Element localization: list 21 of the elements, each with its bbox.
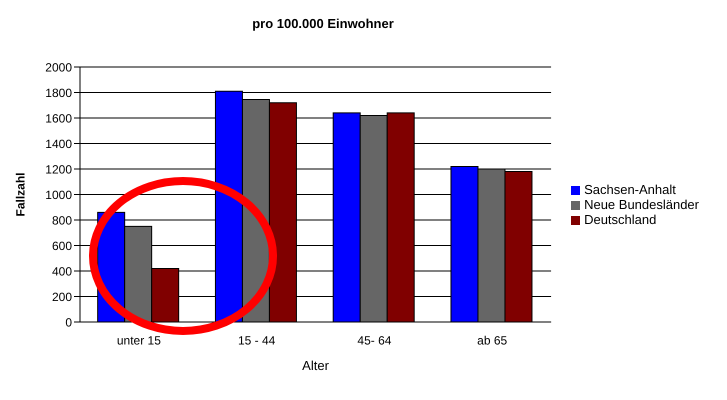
x-tick-label: 45- 64 xyxy=(357,334,392,348)
y-tick-label: 600 xyxy=(52,238,72,253)
x-tick-label: unter 15 xyxy=(116,334,162,348)
legend-label: Sachsen-Anhalt xyxy=(584,182,676,196)
y-tick-label: 2000 xyxy=(45,60,72,74)
legend-label: Neue Bundesländer xyxy=(584,196,699,212)
y-tick-label: 200 xyxy=(52,290,72,304)
y-tick-label: 1000 xyxy=(45,188,72,202)
x-axis-title: Alter xyxy=(302,358,330,373)
y-tick-label: 0 xyxy=(65,315,72,330)
y-tick-label: 1800 xyxy=(45,86,72,100)
x-tick-label: 15 - 44 xyxy=(238,334,276,348)
y-tick-label: 1200 xyxy=(45,162,72,176)
y-axis-title: Fallzahl xyxy=(13,172,28,217)
chart-title: pro 100.000 Einwohner xyxy=(251,16,395,31)
legend-label: Deutschland xyxy=(584,212,656,226)
x-tick-label: ab 65 xyxy=(477,334,508,348)
y-tick-label: 400 xyxy=(52,264,72,278)
y-tick-label: 1400 xyxy=(45,136,72,151)
y-tick-label: 800 xyxy=(52,213,72,228)
y-tick-label: 1600 xyxy=(45,111,72,126)
